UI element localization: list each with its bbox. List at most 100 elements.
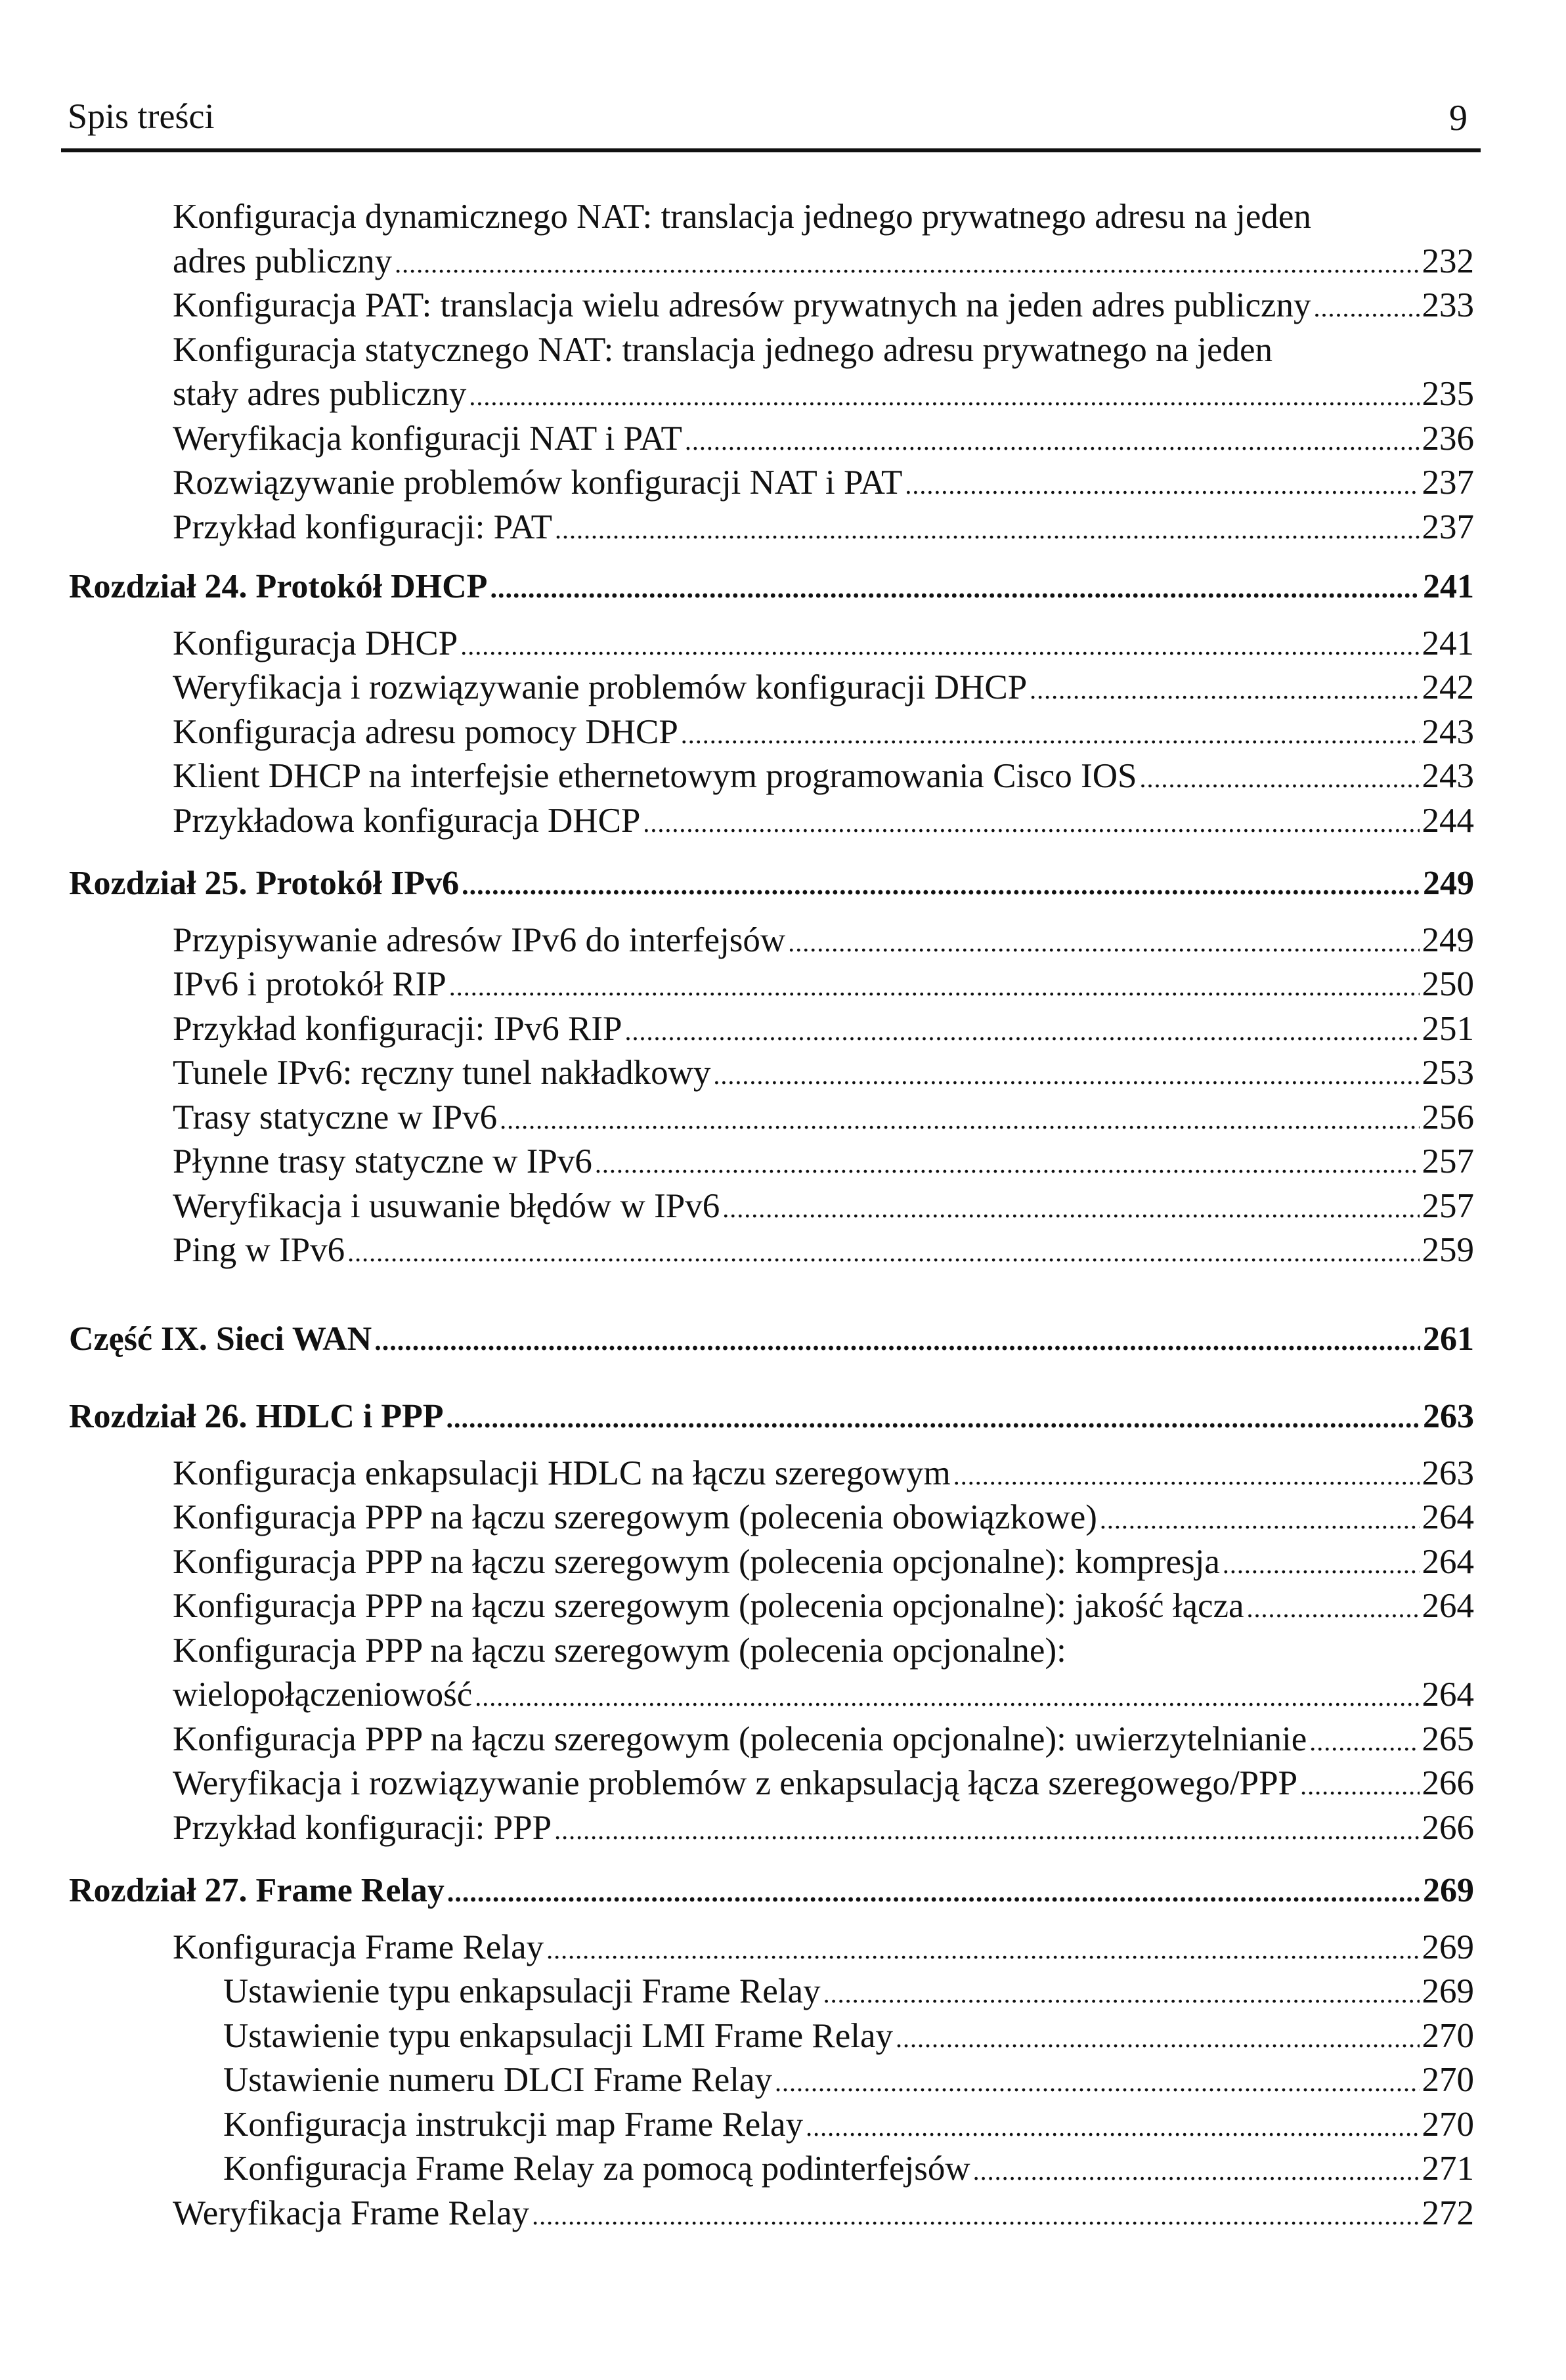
toc-entry[interactable]: Przykład konfiguracji: PAT 237 <box>69 506 1474 550</box>
entry-title: Część IX. Sieci WAN <box>69 1320 372 1358</box>
dot-leader <box>347 1230 1419 1275</box>
toc-entry[interactable]: Konfiguracja PPP na łączu szeregowym (po… <box>69 1496 1474 1540</box>
entry-page-number: 249 <box>1422 920 1475 959</box>
entry-page-number: 271 <box>1422 2150 1475 2188</box>
toc-entry[interactable]: Rozwiązywanie problemów konfiguracji NAT… <box>69 461 1474 506</box>
dot-leader <box>1223 1542 1420 1587</box>
entry-page-number: 232 <box>1422 242 1475 280</box>
toc-entry[interactable]: IPv6 i protokół RIP 250 <box>69 963 1474 1007</box>
entry-title: stały adres publiczny <box>173 375 467 413</box>
entry-title: Konfiguracja PPP na łączu szeregowym (po… <box>173 1542 1220 1581</box>
dot-leader <box>823 1972 1420 2016</box>
running-header: Spis treści 9 <box>61 92 1481 152</box>
toc-entry[interactable]: Konfiguracja PAT: translacja wielu adres… <box>69 284 1474 328</box>
toc-part[interactable]: Część IX. Sieci WAN 261 <box>69 1317 1474 1362</box>
toc-entry[interactable]: Ustawienie numeru DLCI Frame Relay 270 <box>69 2058 1474 2103</box>
toc-chapter[interactable]: Rozdział 24. Protokół DHCP 241 <box>69 565 1474 609</box>
entry-page-number: 244 <box>1422 801 1475 840</box>
entry-page-number: 264 <box>1422 1676 1475 1714</box>
toc-entry[interactable]: Przykładowa konfiguracja DHCP 244 <box>69 799 1474 844</box>
entry-page-number: 242 <box>1422 668 1475 706</box>
dot-leader <box>1100 1498 1420 1542</box>
dot-leader <box>374 1320 1420 1364</box>
entry-page-number: 243 <box>1422 712 1475 751</box>
toc-entry[interactable]: Konfiguracja PPP na łączu szeregowym (po… <box>69 1584 1474 1629</box>
toc-entry[interactable]: Ping w IPv6 259 <box>69 1228 1474 1273</box>
entry-title: Rozdział 25. Protokół IPv6 <box>69 865 460 902</box>
entry-page-number: 270 <box>1422 2105 1475 2144</box>
toc-entry[interactable]: Weryfikacja i usuwanie błędów w IPv6 257 <box>69 1184 1474 1229</box>
entry-title: Konfiguracja Frame Relay za pomocą podin… <box>223 2150 970 2188</box>
entry-title: IPv6 i protokół RIP <box>173 965 446 1003</box>
dot-leader <box>475 1675 1419 1720</box>
entry-title: Rozwiązywanie problemów konfiguracji NAT… <box>173 464 903 502</box>
toc-entry[interactable]: Konfiguracja Frame Relay za pomocą podin… <box>69 2147 1474 2192</box>
toc-entry[interactable]: Klient DHCP na interfejsie ethernetowym … <box>69 754 1474 799</box>
toc-entry[interactable]: Weryfikacja konfiguracji NAT i PAT 236 <box>69 417 1474 462</box>
entry-page-number: 249 <box>1423 865 1474 902</box>
toc-chapter[interactable]: Rozdział 26. HDLC i PPP 263 <box>69 1395 1474 1439</box>
entry-title: Weryfikacja i usuwanie błędów w IPv6 <box>173 1186 720 1225</box>
dot-leader <box>460 624 1419 668</box>
entry-page-number: 264 <box>1422 1498 1475 1536</box>
toc-entry[interactable]: Trasy statyczne w IPv6 256 <box>69 1096 1474 1140</box>
toc-entry[interactable]: Przypisywanie adresów IPv6 do interfejsó… <box>69 919 1474 963</box>
toc-entry[interactable]: Konfiguracja instrukcji map Frame Relay 2… <box>69 2103 1474 2148</box>
toc-entry[interactable]: Konfiguracja PPP na łączu szeregowym (po… <box>69 1540 1474 1585</box>
entry-title: Weryfikacja Frame Relay <box>173 2194 530 2232</box>
toc-entry[interactable]: Konfiguracja PPP na łączu szeregowym (po… <box>69 1718 1474 1762</box>
entry-page-number: 233 <box>1422 286 1475 324</box>
dot-leader <box>447 1871 1420 1916</box>
dot-leader <box>462 864 1420 909</box>
entry-page-number: 237 <box>1422 464 1475 502</box>
entry-title: Konfiguracja PPP na łączu szeregowym (po… <box>173 1631 1066 1670</box>
entry-page-number: 266 <box>1422 1808 1475 1847</box>
toc-entry[interactable]: Konfiguracja DHCP 241 <box>69 622 1474 666</box>
entry-page-number: 259 <box>1422 1231 1475 1269</box>
entry-title: Rozdział 26. HDLC i PPP <box>69 1398 444 1435</box>
entry-title: Konfiguracja PAT: translacja wielu adres… <box>173 286 1311 324</box>
entry-title: Konfiguracja adresu pomocy DHCP <box>173 712 678 751</box>
toc-entry[interactable]: Przykład konfiguracji: PPP 266 <box>69 1806 1474 1851</box>
toc-entry[interactable]: Tunele IPv6: ręczny tunel nakładkowy 253 <box>69 1051 1474 1096</box>
toc-entry[interactable]: Weryfikacja Frame Relay 272 <box>69 2192 1474 2236</box>
toc-entry[interactable]: Ustawienie typu enkapsulacji Frame Relay… <box>69 1970 1474 2014</box>
entry-title: Konfiguracja Frame Relay <box>173 1928 544 1966</box>
dot-leader <box>469 374 1419 419</box>
dot-leader <box>625 1009 1420 1054</box>
toc-entry[interactable]: Konfiguracja adresu pomocy DHCP 243 <box>69 710 1474 755</box>
toc-entry[interactable]: Weryfikacja i rozwiązywanie problemów z … <box>69 1762 1474 1806</box>
dot-leader <box>806 2105 1419 2150</box>
dot-leader <box>500 1098 1419 1142</box>
entry-page-number: 264 <box>1422 1542 1475 1581</box>
toc-entry[interactable]: Konfiguracja enkapsulacji HDLC na łączu … <box>69 1452 1474 1496</box>
page-number: 9 <box>1449 98 1468 139</box>
toc-entry[interactable]: Płynne trasy statyczne w IPv6 257 <box>69 1140 1474 1184</box>
toc-entry[interactable]: Konfiguracja dynamicznego NAT: translacj… <box>69 195 1474 284</box>
toc-entry[interactable]: Konfiguracja Frame Relay 269 <box>69 1926 1474 1970</box>
dot-leader <box>595 1142 1420 1186</box>
dot-leader <box>713 1053 1419 1098</box>
toc-chapter[interactable]: Rozdział 25. Protokół IPv6 249 <box>69 861 1474 906</box>
toc-chapter[interactable]: Rozdział 27. Frame Relay 269 <box>69 1869 1474 1913</box>
entry-page-number: 251 <box>1422 1009 1475 1048</box>
entry-title: Ping w IPv6 <box>173 1231 345 1269</box>
toc-entry[interactable]: Konfiguracja PPP na łączu szeregowym (po… <box>69 1629 1474 1718</box>
toc-entry[interactable]: Konfiguracja statycznego NAT: translacja… <box>69 328 1474 417</box>
toc-entry[interactable]: Przykład konfiguracji: IPv6 RIP 251 <box>69 1007 1474 1052</box>
dot-leader <box>554 1808 1419 1853</box>
dot-leader <box>896 2016 1420 2061</box>
toc-entry[interactable]: Weryfikacja i rozwiązywanie problemów ko… <box>69 666 1474 710</box>
entry-title: Rozdział 24. Protokół DHCP <box>69 568 488 605</box>
dot-leader <box>555 508 1419 552</box>
toc-entry[interactable]: Ustawienie typu enkapsulacji LMI Frame R… <box>69 2014 1474 2059</box>
dot-leader <box>546 1928 1419 1972</box>
dot-leader <box>905 463 1419 508</box>
dot-leader <box>775 2060 1420 2105</box>
entry-page-number: 241 <box>1423 568 1474 605</box>
dot-leader <box>1309 1720 1419 1764</box>
entry-title: Przykład konfiguracji: IPv6 RIP <box>173 1009 622 1048</box>
entry-page-number: 237 <box>1422 508 1475 546</box>
entry-title: Weryfikacja i rozwiązywanie problemów ko… <box>173 668 1028 706</box>
entry-page-number: 272 <box>1422 2194 1475 2232</box>
